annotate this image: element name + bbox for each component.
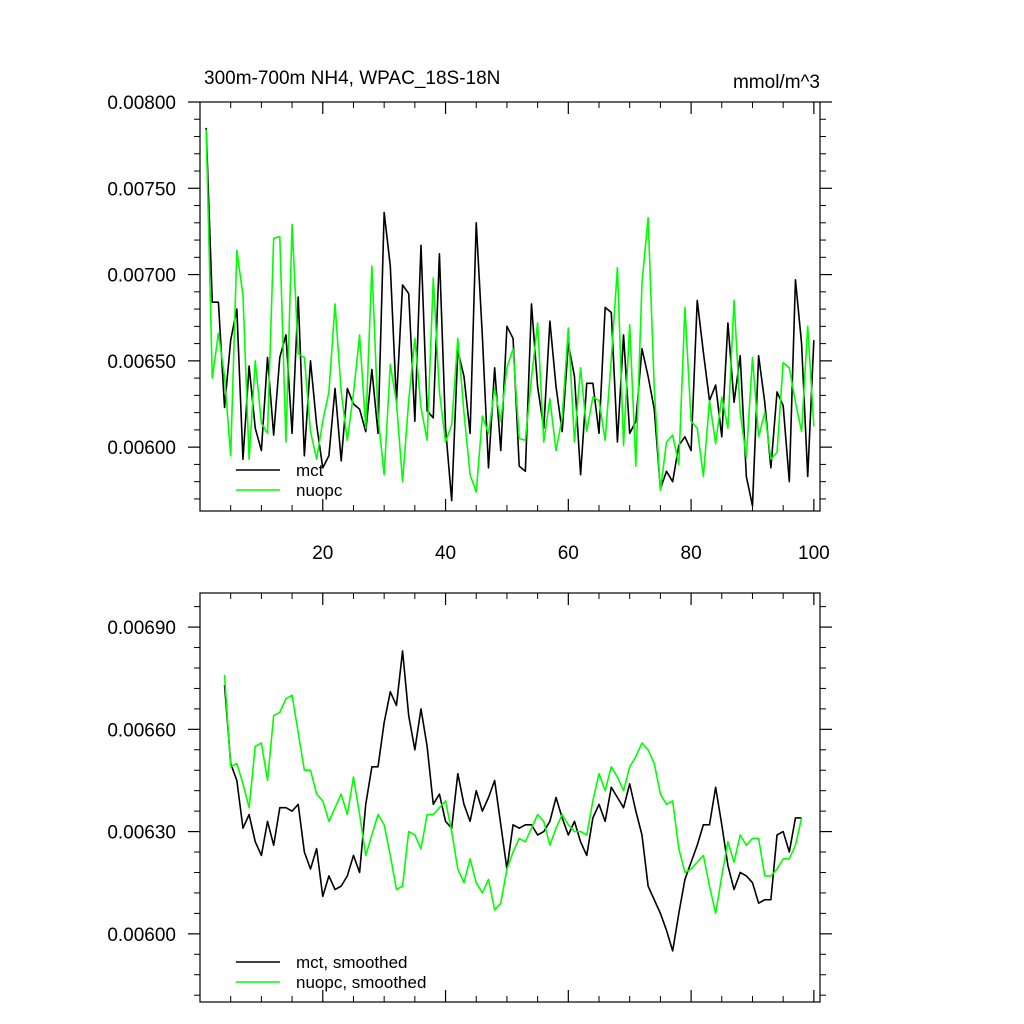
legend-label-nuopc-smoothed: nuopc, smoothed	[296, 973, 426, 992]
top-x-tick-label: 20	[312, 543, 333, 564]
bottom-y-tick-label: 0.00630	[107, 823, 176, 844]
top-x-tick-labels: 20 40 60 80 100	[312, 543, 830, 564]
bottom-series-nuopc-smoothed	[223, 674, 803, 915]
top-y-tick-label: 0.00650	[107, 352, 176, 373]
top-legend: mct nuopc	[236, 461, 343, 500]
bottom-y-tick-label: 0.00600	[107, 925, 176, 946]
top-panel: 300m-700m NH4, WPAC_18S-18N mmol/m^3 0.0…	[107, 68, 832, 564]
legend-label-mct: mct	[296, 461, 324, 480]
bottom-panel: 0.00600 0.00630 0.00660 0.00690 mct, smooth…	[107, 592, 832, 1003]
top-chart-title: 300m-700m NH4, WPAC_18S-18N	[204, 68, 500, 89]
legend-label-nuopc: nuopc	[296, 481, 343, 500]
bottom-y-tick-label: 0.00660	[107, 720, 176, 741]
bottom-plot-frame	[199, 592, 821, 1003]
top-x-tick-label: 80	[681, 543, 702, 564]
top-chart-units: mmol/m^3	[733, 72, 820, 93]
bottom-y-tick-label: 0.00690	[107, 618, 176, 639]
top-y-tick-label: 0.00750	[107, 179, 176, 200]
legend-label-mct-smoothed: mct, smoothed	[296, 953, 408, 972]
top-series-mct	[205, 127, 815, 507]
top-ticks	[188, 101, 832, 511]
top-plot-frame	[199, 101, 821, 512]
top-y-tick-labels: 0.00600 0.00650 0.00700 0.00750 0.00800	[107, 93, 176, 459]
bottom-y-tick-labels: 0.00600 0.00630 0.00660 0.00690	[107, 618, 176, 946]
top-series-group	[205, 127, 815, 507]
top-y-tick-label: 0.00600	[107, 438, 176, 459]
bottom-legend: mct, smoothed nuopc, smoothed	[236, 953, 426, 992]
top-y-tick-label: 0.00800	[107, 93, 176, 114]
top-x-tick-label: 40	[435, 543, 456, 564]
bottom-ticks	[188, 593, 832, 1002]
top-series-nuopc	[205, 129, 815, 493]
top-x-tick-label: 60	[558, 543, 579, 564]
bottom-series-group	[223, 650, 803, 952]
top-y-tick-label: 0.00700	[107, 266, 176, 287]
bottom-series-mct-smoothed	[223, 650, 802, 952]
top-x-tick-label: 100	[798, 543, 830, 564]
